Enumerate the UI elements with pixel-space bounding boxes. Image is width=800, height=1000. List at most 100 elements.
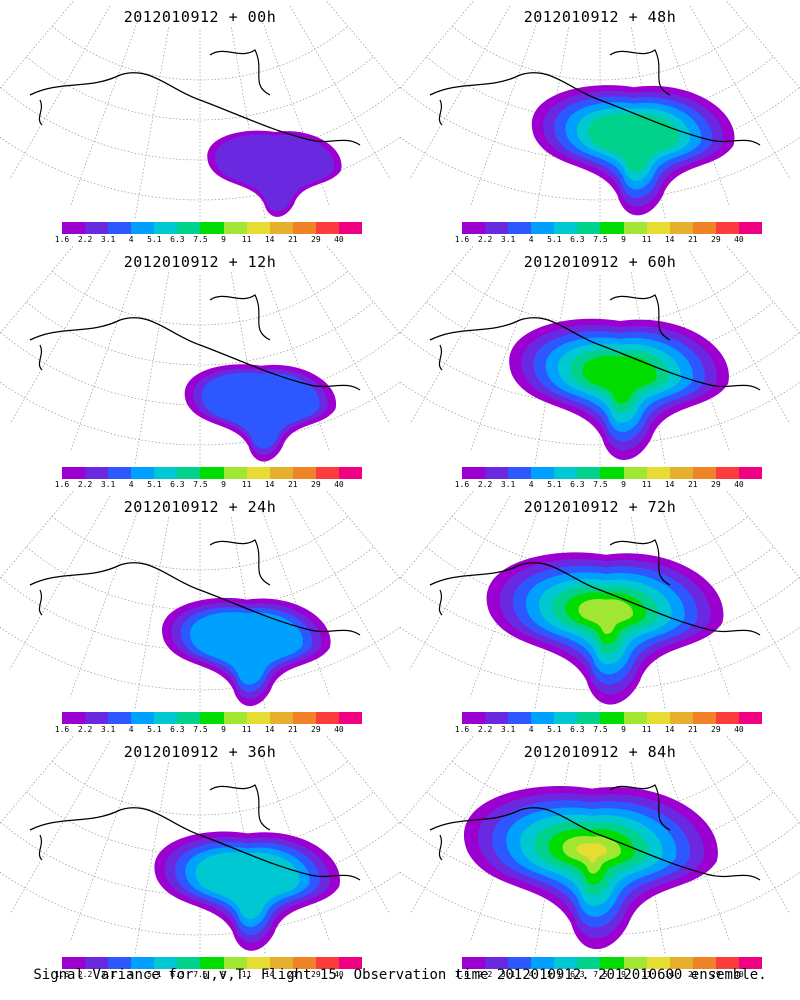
colorbar-tick-label: 2.2	[77, 480, 93, 489]
colorbar-swatch	[715, 467, 739, 479]
colorbar-tick-label: 11	[241, 725, 252, 734]
variance-map	[400, 735, 800, 955]
colorbar-tick-label: 7.5	[593, 725, 608, 734]
colorbar-swatch	[600, 222, 624, 234]
colorbar-swatch	[154, 957, 178, 969]
colorbar-tick-label: 4	[528, 235, 534, 244]
variance-map	[0, 490, 400, 710]
colorbar-tick-label: 5.1	[547, 970, 562, 979]
colorbar-swatch	[108, 957, 132, 969]
colorbar-swatch	[154, 222, 178, 234]
colorbar-swatch	[554, 957, 578, 969]
colorbar-swatch	[154, 712, 178, 724]
colorbar-tick-label: 5.1	[547, 480, 562, 489]
colorbar-swatch	[623, 467, 647, 479]
colorbar-swatch	[646, 467, 670, 479]
colorbar-swatch	[223, 222, 247, 234]
variance-map	[0, 0, 400, 220]
forecast-panel: 2012010912 + 00h 1.6 2.2 3.1 4 5.1 6.3 7.5 9 11 14…	[0, 0, 400, 245]
colorbar-tick-label: 9	[621, 970, 626, 979]
colorbar-tick-label: 4	[128, 970, 134, 979]
forecast-panel: 2012010912 + 24h 1.6 2.2 3.1 4 5.1 6.3 7.5 9 11 14…	[0, 490, 400, 735]
colorbar-swatch	[246, 712, 270, 724]
colorbar-tick-label: 4	[128, 235, 134, 244]
colorbar-tick-label: 1.6	[54, 480, 70, 489]
coastline	[429, 562, 761, 636]
panel-title: 2012010912 + 72h	[523, 498, 677, 516]
colorbar	[462, 222, 763, 234]
colorbar-tick-label: 29	[311, 235, 321, 244]
colorbar-tick-label: 3.1	[100, 725, 116, 734]
colorbar-swatch	[131, 957, 155, 969]
colorbar-tick-label: 21	[287, 235, 298, 244]
colorbar-swatch	[269, 957, 293, 969]
colorbar-tick-label: 3.1	[100, 235, 116, 244]
graticule	[400, 490, 800, 710]
colorbar-swatch	[554, 467, 578, 479]
colorbar-tick-label: 29	[711, 970, 721, 979]
colorbar-swatch	[338, 467, 363, 479]
colorbar-tick-label: 7.5	[593, 235, 608, 244]
colorbar-tick-label: 6.3	[570, 970, 585, 979]
colorbar-swatch	[315, 222, 339, 234]
colorbar-tick-label: 14	[264, 235, 275, 244]
colorbar-swatch	[62, 467, 86, 479]
colorbar-swatch	[269, 467, 293, 479]
variance-map	[0, 245, 400, 465]
colorbar-swatch	[315, 467, 339, 479]
colorbar-swatch	[600, 957, 624, 969]
graticule	[0, 0, 400, 220]
colorbar	[62, 957, 363, 969]
colorbar-tick-label: 1.6	[54, 235, 70, 244]
colorbar-swatch	[85, 467, 109, 479]
panel-title: 2012010912 + 00h	[123, 8, 277, 26]
colorbar-swatch	[715, 222, 739, 234]
colorbar-swatch	[508, 467, 532, 479]
variance-map	[400, 0, 800, 220]
colorbar-swatch	[200, 467, 224, 479]
colorbar-swatch	[485, 712, 509, 724]
graticule	[0, 490, 400, 710]
colorbar-swatch	[131, 222, 155, 234]
colorbar-swatch	[462, 222, 486, 234]
colorbar-tick-label: 2.2	[77, 235, 93, 244]
colorbar-ticks: 1.6 2.2 3.1 4 5.1 6.3 7.5 9 11 14 21 29 40	[55, 725, 362, 735]
colorbar-swatch	[223, 467, 247, 479]
colorbar-swatch	[485, 467, 509, 479]
forecast-panel: 2012010912 + 60h 1.6 2.2 3.1 4 5.1 6.3 7.5 9 11 14…	[400, 245, 800, 490]
colorbar-tick-label: 3.1	[500, 970, 516, 979]
colorbar-tick-label: 1.6	[54, 970, 70, 979]
colorbar-tick-label: 21	[287, 480, 298, 489]
colorbar-tick-label: 7.5	[193, 970, 208, 979]
colorbar-tick-label: 11	[641, 970, 652, 979]
graticule	[400, 0, 800, 220]
colorbar-swatch	[738, 222, 763, 234]
colorbar-tick-label: 9	[221, 970, 226, 979]
panel-title: 2012010912 + 84h	[523, 743, 677, 761]
colorbar-tick-label: 6.3	[570, 725, 585, 734]
colorbar-tick-label: 2.2	[477, 235, 493, 244]
colorbar-swatch	[462, 712, 486, 724]
forecast-panel: 2012010912 + 72h 1.6 2.2 3.1 4 5.1 6.3 7.5 9 11 14…	[400, 490, 800, 735]
colorbar-swatch	[738, 712, 763, 724]
colorbar-tick-label: 5.1	[147, 480, 162, 489]
coastline	[38, 294, 271, 371]
colorbar-swatch	[292, 222, 316, 234]
colorbar	[462, 957, 763, 969]
coastline	[29, 72, 361, 146]
colorbar-swatch	[577, 957, 601, 969]
colorbar-tick-label: 14	[264, 725, 275, 734]
colorbar-tick-label: 5.1	[147, 725, 162, 734]
colorbar-tick-label: 7.5	[193, 480, 208, 489]
colorbar-tick-label: 11	[241, 235, 252, 244]
colorbar-ticks: 1.6 2.2 3.1 4 5.1 6.3 7.5 9 11 14 21 29 40	[455, 480, 762, 490]
colorbar-swatch	[715, 957, 739, 969]
colorbar-swatch	[223, 957, 247, 969]
colorbar-tick-label: 5.1	[547, 725, 562, 734]
colorbar-swatch	[669, 222, 693, 234]
colorbar-swatch	[62, 712, 86, 724]
colorbar-ticks: 1.6 2.2 3.1 4 5.1 6.3 7.5 9 11 14 21 29 40	[455, 725, 762, 735]
variance-map	[400, 490, 800, 710]
colorbar-tick-label: 9	[621, 235, 626, 244]
colorbar-swatch	[246, 467, 270, 479]
